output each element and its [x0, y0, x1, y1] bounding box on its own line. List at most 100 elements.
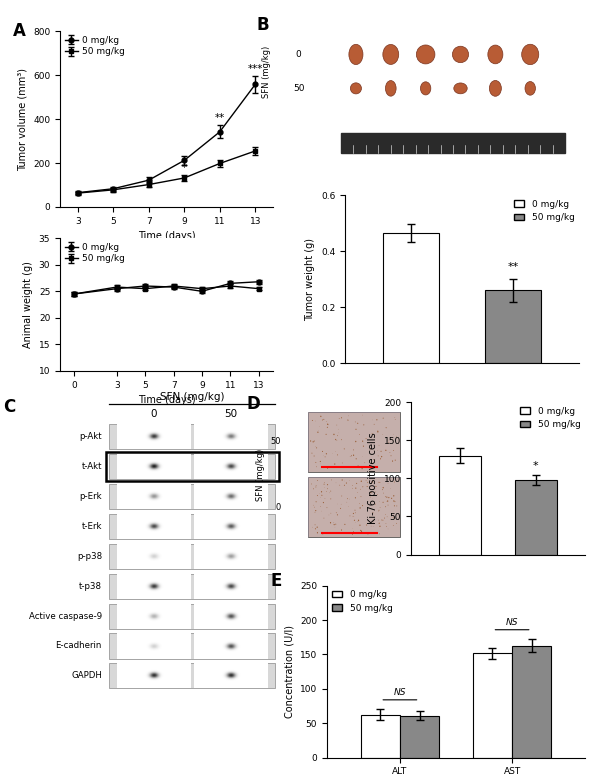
Ellipse shape — [335, 439, 336, 440]
Bar — [308, 412, 400, 472]
Ellipse shape — [355, 487, 356, 489]
Ellipse shape — [379, 526, 380, 527]
Ellipse shape — [327, 488, 328, 489]
Ellipse shape — [352, 533, 353, 535]
Ellipse shape — [380, 458, 381, 459]
Ellipse shape — [380, 451, 382, 452]
Ellipse shape — [362, 505, 363, 506]
Ellipse shape — [320, 415, 322, 417]
Ellipse shape — [353, 449, 354, 451]
Ellipse shape — [317, 526, 318, 528]
Ellipse shape — [317, 480, 318, 481]
Text: E-cadherin: E-cadherin — [56, 641, 102, 651]
Text: 50: 50 — [224, 409, 237, 419]
Ellipse shape — [379, 533, 380, 534]
Ellipse shape — [355, 422, 356, 423]
Ellipse shape — [385, 496, 386, 497]
Text: 50: 50 — [293, 84, 304, 93]
Ellipse shape — [379, 522, 380, 524]
Legend: 0 mg/kg, 50 mg/kg: 0 mg/kg, 50 mg/kg — [520, 407, 580, 430]
Ellipse shape — [359, 507, 361, 508]
Ellipse shape — [359, 525, 361, 526]
Text: A: A — [13, 23, 26, 41]
Ellipse shape — [316, 501, 317, 502]
Ellipse shape — [323, 518, 324, 519]
Ellipse shape — [327, 468, 328, 469]
Ellipse shape — [377, 431, 379, 433]
Ellipse shape — [361, 480, 362, 482]
Ellipse shape — [416, 45, 435, 64]
Ellipse shape — [317, 432, 319, 433]
Bar — [308, 477, 400, 537]
Ellipse shape — [384, 518, 385, 519]
Ellipse shape — [310, 440, 311, 442]
Text: *: * — [533, 461, 539, 471]
Ellipse shape — [355, 440, 356, 442]
Ellipse shape — [347, 498, 348, 499]
Ellipse shape — [334, 463, 335, 465]
Ellipse shape — [341, 417, 342, 419]
Bar — [109, 424, 275, 449]
Ellipse shape — [334, 524, 335, 526]
Text: t-p38: t-p38 — [79, 582, 102, 590]
Ellipse shape — [344, 524, 346, 525]
Text: **: ** — [215, 113, 225, 123]
Bar — [473, 653, 512, 758]
X-axis label: Time (days): Time (days) — [137, 395, 196, 405]
Ellipse shape — [315, 528, 316, 530]
Ellipse shape — [355, 512, 356, 513]
Ellipse shape — [421, 82, 431, 95]
Ellipse shape — [311, 483, 312, 484]
Bar — [485, 291, 541, 363]
Text: 0: 0 — [151, 409, 157, 419]
Ellipse shape — [323, 502, 324, 503]
Bar — [109, 484, 275, 509]
Legend: 0 mg/kg, 50 mg/kg: 0 mg/kg, 50 mg/kg — [332, 590, 392, 613]
Ellipse shape — [340, 508, 341, 509]
Bar — [109, 454, 275, 479]
Bar — [308, 477, 400, 537]
Bar — [515, 480, 557, 555]
Ellipse shape — [354, 519, 355, 521]
X-axis label: Time (days): Time (days) — [137, 231, 196, 241]
Bar — [439, 455, 481, 555]
Ellipse shape — [347, 419, 349, 421]
Ellipse shape — [334, 433, 335, 435]
Ellipse shape — [330, 522, 331, 523]
Text: t-Erk: t-Erk — [82, 522, 102, 531]
Ellipse shape — [363, 445, 364, 447]
Ellipse shape — [381, 456, 382, 458]
Ellipse shape — [366, 525, 367, 526]
Ellipse shape — [351, 455, 352, 456]
Ellipse shape — [322, 419, 323, 420]
Ellipse shape — [394, 482, 395, 483]
Ellipse shape — [358, 519, 359, 521]
Ellipse shape — [452, 46, 469, 62]
Ellipse shape — [327, 426, 328, 428]
Bar — [106, 452, 278, 480]
Ellipse shape — [341, 439, 342, 440]
Bar — [109, 573, 275, 599]
Text: *: * — [182, 163, 187, 173]
Text: SFN (mg/kg): SFN (mg/kg) — [160, 392, 224, 402]
Text: t-Akt: t-Akt — [82, 462, 102, 471]
Ellipse shape — [355, 497, 356, 498]
Ellipse shape — [367, 486, 368, 487]
Ellipse shape — [335, 524, 336, 525]
Legend: 0 mg/kg, 50 mg/kg: 0 mg/kg, 50 mg/kg — [65, 243, 125, 263]
Ellipse shape — [344, 485, 345, 486]
Ellipse shape — [370, 492, 371, 494]
Ellipse shape — [360, 530, 361, 531]
Text: D: D — [247, 395, 260, 413]
Ellipse shape — [372, 433, 373, 434]
Ellipse shape — [312, 420, 313, 421]
Ellipse shape — [454, 83, 467, 94]
Ellipse shape — [339, 418, 340, 419]
Ellipse shape — [368, 466, 369, 468]
Ellipse shape — [353, 513, 354, 514]
Ellipse shape — [387, 501, 388, 502]
Bar — [109, 604, 275, 629]
Ellipse shape — [367, 532, 368, 533]
Ellipse shape — [317, 532, 318, 533]
Ellipse shape — [314, 524, 316, 526]
